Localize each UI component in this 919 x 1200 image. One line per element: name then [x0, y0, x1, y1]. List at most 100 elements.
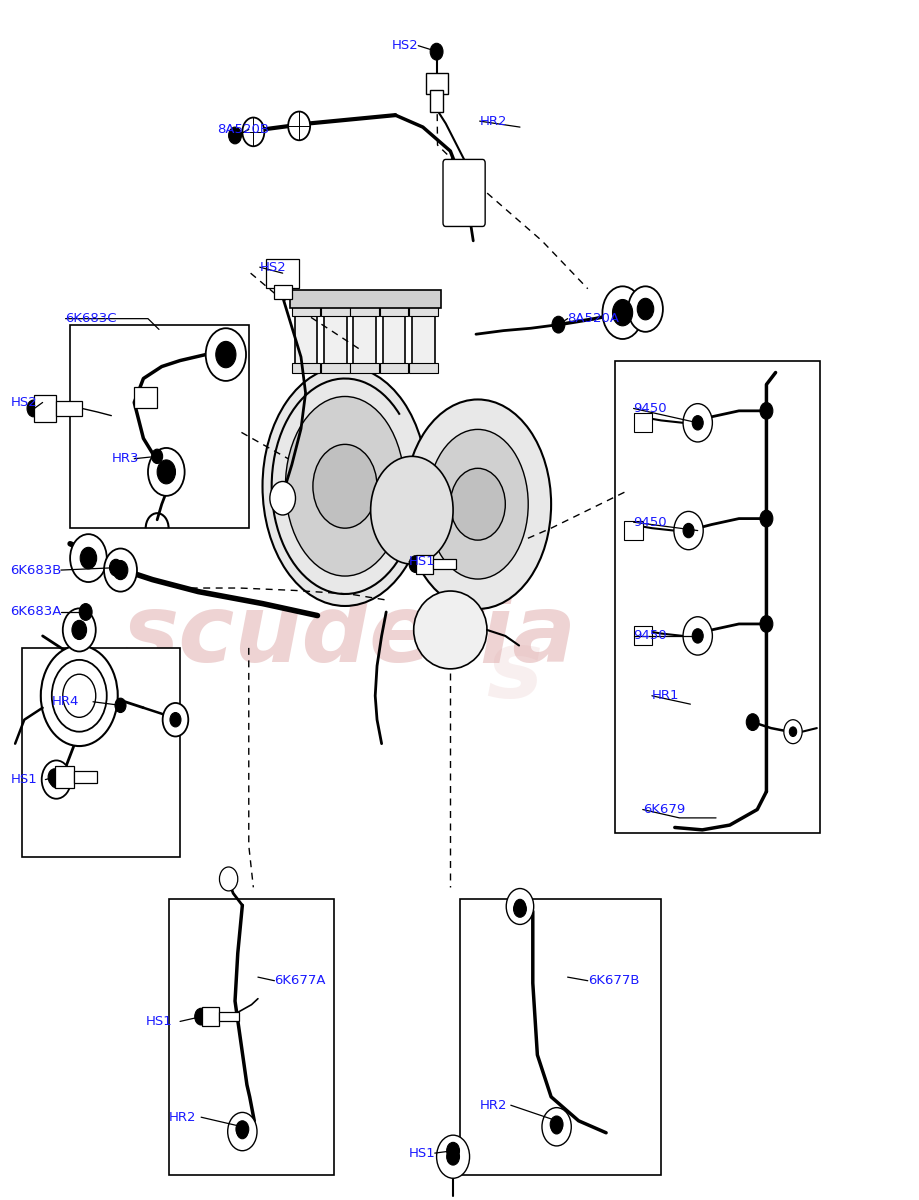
- Circle shape: [551, 1120, 562, 1134]
- Text: HS2: HS2: [260, 260, 287, 274]
- Bar: [169, 899, 334, 1175]
- Bar: [433, 559, 456, 569]
- Ellipse shape: [414, 592, 487, 668]
- Text: HS1: HS1: [409, 1147, 436, 1159]
- Circle shape: [674, 511, 703, 550]
- Bar: [350, 307, 379, 317]
- Circle shape: [50, 772, 62, 788]
- Ellipse shape: [450, 468, 505, 540]
- Circle shape: [170, 713, 181, 727]
- Bar: [460, 899, 661, 1175]
- Circle shape: [243, 118, 265, 146]
- Bar: [202, 1007, 219, 1026]
- Bar: [409, 307, 437, 317]
- Bar: [34, 395, 56, 421]
- Bar: [382, 307, 405, 372]
- Circle shape: [637, 299, 653, 320]
- Circle shape: [51, 660, 107, 732]
- Text: HR3: HR3: [111, 452, 139, 466]
- Circle shape: [506, 888, 534, 924]
- Circle shape: [115, 698, 126, 713]
- Text: 6K679: 6K679: [642, 803, 685, 816]
- Bar: [134, 386, 157, 408]
- Ellipse shape: [404, 400, 551, 608]
- Circle shape: [760, 616, 773, 632]
- Ellipse shape: [370, 456, 453, 564]
- Ellipse shape: [312, 444, 377, 528]
- Circle shape: [289, 112, 310, 140]
- Bar: [633, 626, 652, 646]
- Bar: [350, 362, 379, 372]
- Text: HS1: HS1: [10, 773, 38, 786]
- Bar: [267, 259, 300, 288]
- Text: HS1: HS1: [146, 1015, 173, 1028]
- Text: 6K683B: 6K683B: [10, 564, 62, 576]
- Text: 9450: 9450: [633, 402, 667, 415]
- Text: HS1: HS1: [409, 556, 436, 568]
- Circle shape: [148, 448, 185, 496]
- Circle shape: [27, 400, 40, 416]
- Bar: [70, 325, 249, 528]
- Bar: [219, 1012, 239, 1021]
- Circle shape: [229, 127, 242, 144]
- Text: s: s: [486, 626, 542, 718]
- Circle shape: [683, 403, 712, 442]
- Bar: [412, 307, 435, 372]
- Bar: [74, 772, 96, 784]
- Text: HS2: HS2: [10, 396, 38, 409]
- Circle shape: [277, 265, 289, 282]
- Circle shape: [80, 547, 96, 569]
- Circle shape: [447, 1148, 460, 1165]
- Circle shape: [692, 629, 703, 643]
- Circle shape: [152, 449, 163, 463]
- Bar: [56, 401, 82, 415]
- Bar: [380, 362, 408, 372]
- Circle shape: [784, 720, 802, 744]
- Circle shape: [612, 300, 632, 326]
- Circle shape: [789, 727, 797, 737]
- Text: HR1: HR1: [652, 689, 679, 702]
- Circle shape: [760, 510, 773, 527]
- Circle shape: [195, 1008, 208, 1025]
- Text: HR4: HR4: [51, 695, 79, 708]
- Ellipse shape: [263, 366, 427, 606]
- Circle shape: [220, 866, 238, 890]
- Bar: [21, 648, 180, 858]
- Bar: [353, 307, 376, 372]
- Circle shape: [746, 714, 759, 731]
- Circle shape: [628, 287, 663, 332]
- Circle shape: [550, 1116, 563, 1133]
- Circle shape: [161, 464, 172, 479]
- Circle shape: [104, 548, 137, 592]
- Bar: [274, 286, 292, 300]
- Circle shape: [79, 604, 92, 620]
- Bar: [615, 360, 820, 834]
- Text: 6K677A: 6K677A: [275, 974, 326, 988]
- Circle shape: [270, 481, 296, 515]
- Circle shape: [62, 608, 96, 652]
- Bar: [624, 521, 642, 540]
- Circle shape: [163, 703, 188, 737]
- Circle shape: [228, 1112, 257, 1151]
- Circle shape: [109, 559, 122, 576]
- Bar: [323, 307, 346, 372]
- Text: 6K683A: 6K683A: [10, 606, 62, 618]
- Bar: [430, 90, 443, 112]
- Bar: [416, 554, 433, 574]
- Circle shape: [683, 523, 694, 538]
- Bar: [292, 362, 320, 372]
- Circle shape: [157, 460, 176, 484]
- Text: 8A520A: 8A520A: [568, 312, 619, 325]
- Text: HS2: HS2: [391, 40, 418, 52]
- Circle shape: [236, 1121, 249, 1138]
- Bar: [295, 307, 317, 372]
- Circle shape: [552, 317, 565, 334]
- Ellipse shape: [286, 396, 404, 576]
- Text: HR2: HR2: [480, 1099, 507, 1111]
- Circle shape: [437, 1135, 470, 1178]
- Bar: [292, 307, 320, 317]
- Bar: [633, 413, 652, 432]
- Circle shape: [603, 287, 642, 340]
- Text: 6K683C: 6K683C: [65, 312, 117, 325]
- Text: 8A520B: 8A520B: [218, 122, 269, 136]
